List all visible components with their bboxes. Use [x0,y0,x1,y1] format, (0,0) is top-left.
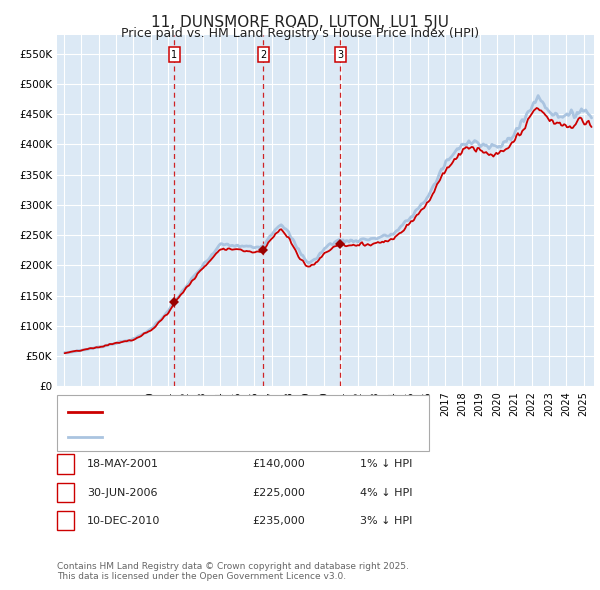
Text: 1: 1 [172,50,178,60]
Text: £235,000: £235,000 [252,516,305,526]
Text: £140,000: £140,000 [252,460,305,469]
Text: 3% ↓ HPI: 3% ↓ HPI [360,516,412,526]
Text: 11, DUNSMORE ROAD, LUTON, LU1 5JU: 11, DUNSMORE ROAD, LUTON, LU1 5JU [151,15,449,30]
Text: 10-DEC-2010: 10-DEC-2010 [87,516,160,526]
Text: 1% ↓ HPI: 1% ↓ HPI [360,460,412,469]
Text: 2: 2 [260,50,266,60]
Text: 11, DUNSMORE ROAD, LUTON, LU1 5JU (detached house): 11, DUNSMORE ROAD, LUTON, LU1 5JU (detac… [108,407,427,417]
Text: HPI: Average price, detached house, Luton: HPI: Average price, detached house, Luto… [108,432,346,442]
Text: 3: 3 [337,50,343,60]
Text: Price paid vs. HM Land Registry's House Price Index (HPI): Price paid vs. HM Land Registry's House … [121,27,479,40]
Text: 1: 1 [62,460,69,469]
Text: 3: 3 [62,516,69,526]
Text: Contains HM Land Registry data © Crown copyright and database right 2025.
This d: Contains HM Land Registry data © Crown c… [57,562,409,581]
Text: 18-MAY-2001: 18-MAY-2001 [87,460,159,469]
Text: 30-JUN-2006: 30-JUN-2006 [87,488,157,497]
Text: 4% ↓ HPI: 4% ↓ HPI [360,488,413,497]
Text: 2: 2 [62,488,69,497]
Text: £225,000: £225,000 [252,488,305,497]
